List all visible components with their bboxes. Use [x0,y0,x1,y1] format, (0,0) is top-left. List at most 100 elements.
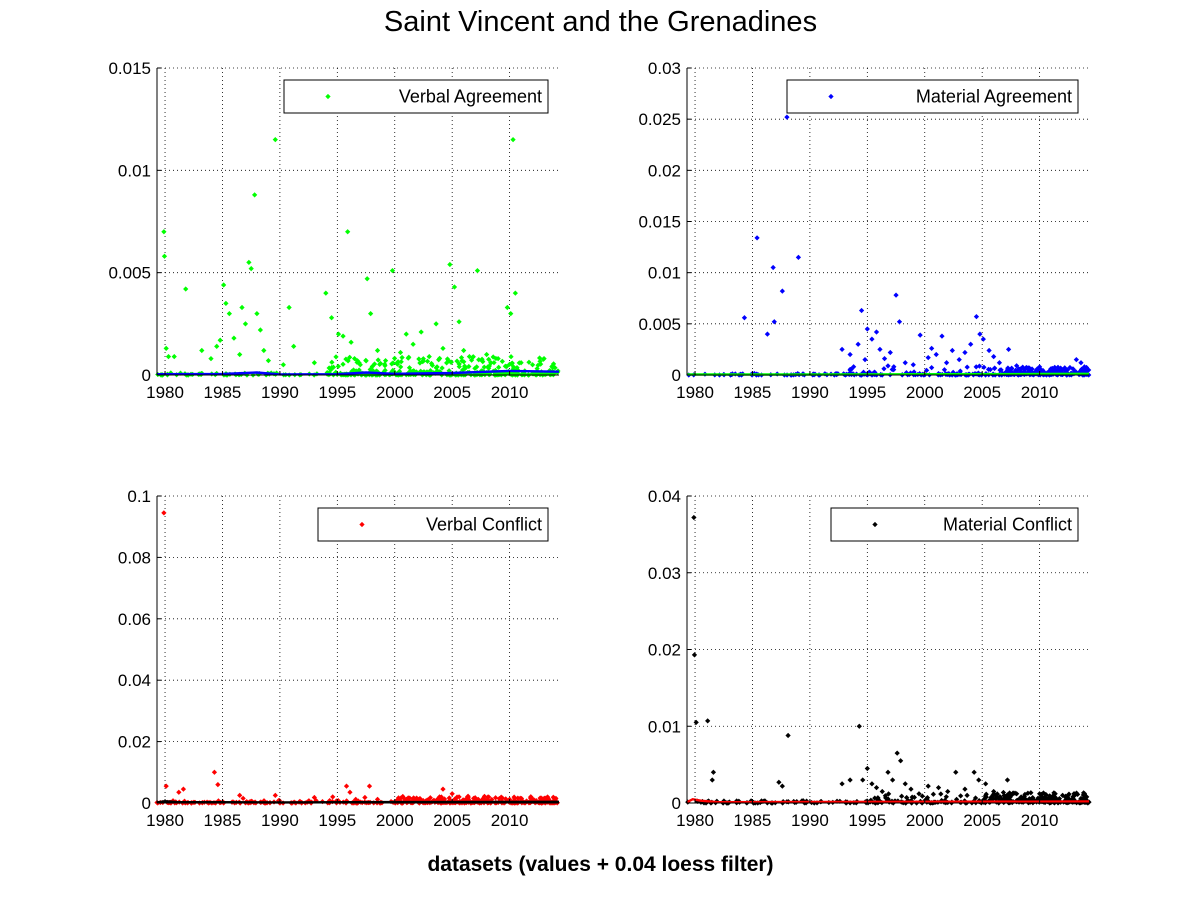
data-point [504,363,510,370]
data-point [417,360,423,366]
data-point [272,792,278,798]
data-point [968,341,974,347]
data-point [265,358,272,364]
data-point [1009,365,1015,371]
data-point [291,343,297,349]
data-point [429,362,436,368]
data-point [977,331,983,337]
x-tick-label: 2000 [906,383,944,402]
data-point [1014,363,1020,369]
data-point [420,358,427,364]
legend-box [317,507,549,542]
data-point [898,758,904,764]
data-point [163,345,169,352]
data-point [466,363,472,370]
data-point [329,359,335,365]
data-point [449,791,455,797]
legend: Material Agreement [786,79,1079,114]
data-point [941,367,948,373]
data-point [925,783,931,789]
data-point [424,358,431,364]
data-point [949,347,955,354]
data-point [1081,364,1088,370]
data-point [217,337,223,343]
data-point [456,364,462,370]
data-point [333,354,339,360]
x-tick-label: 1990 [261,811,299,830]
data-point [881,366,887,372]
data-point [226,310,232,317]
data-point [885,363,891,369]
data-point [991,353,997,360]
data-point [510,137,516,143]
data-point [518,360,524,366]
data-point [272,137,278,143]
x-tick-label: 2005 [433,811,471,830]
data-point [456,361,462,367]
data-point [879,788,885,795]
data-point [416,356,422,362]
data-point [484,351,490,358]
chart-panel-2: 1980 1985 1990 1995 2000 2005 2010 0 0.005 0.01 0.… [638,59,1092,402]
data-point [323,290,329,296]
data-point [709,777,715,783]
figure-xlabel: datasets (values + 0.04 loess filter) [427,853,774,876]
data-point [461,347,467,354]
data-point [231,335,237,341]
data-point [347,354,353,360]
y-tick-label: 0.03 [648,564,681,583]
data-point [343,783,350,789]
data-point [347,789,353,795]
data-point [492,795,499,801]
legend-label: Verbal Agreement [399,87,542,107]
data-point [986,347,992,354]
x-tick-label: 1995 [848,811,886,830]
data-point [171,353,177,360]
data-point [400,793,406,800]
data-point [1018,794,1024,800]
data-point [257,327,263,333]
data-point [1014,791,1020,797]
data-point [864,326,870,332]
data-point [1070,366,1076,372]
data-point [889,777,896,783]
data-point [252,192,258,198]
legend-marker [872,521,878,528]
data-point [923,367,930,374]
data-point [368,310,374,317]
data-point [377,361,383,368]
data-point [902,781,908,787]
data-point [340,333,346,339]
data-point [254,310,260,317]
data-point [512,290,518,296]
data-point [439,365,445,371]
data-point [382,361,388,367]
legend-box [786,79,1079,114]
data-point [348,339,354,345]
y-tick-label: 0.005 [638,315,681,334]
data-point [183,286,189,292]
data-point [976,777,982,783]
data-point [971,769,977,775]
data-point [479,356,485,362]
data-point [869,781,875,787]
data-point [839,346,845,353]
data-point [998,367,1004,373]
data-point [180,786,187,792]
data-point [363,357,369,364]
data-point [237,351,243,358]
data-point [1055,364,1061,370]
data-point [366,783,373,789]
data-point [943,794,949,800]
x-tick-label: 2000 [376,811,414,830]
y-tick-label: 0.01 [118,161,151,180]
data-point [869,336,875,342]
data-point [472,365,478,371]
data-point [1000,789,1007,796]
data-point [964,364,970,370]
x-tick-label: 2010 [1021,811,1059,830]
data-point [1010,790,1016,796]
data-point [872,795,878,801]
data-point [885,791,892,797]
data-point [945,788,951,795]
